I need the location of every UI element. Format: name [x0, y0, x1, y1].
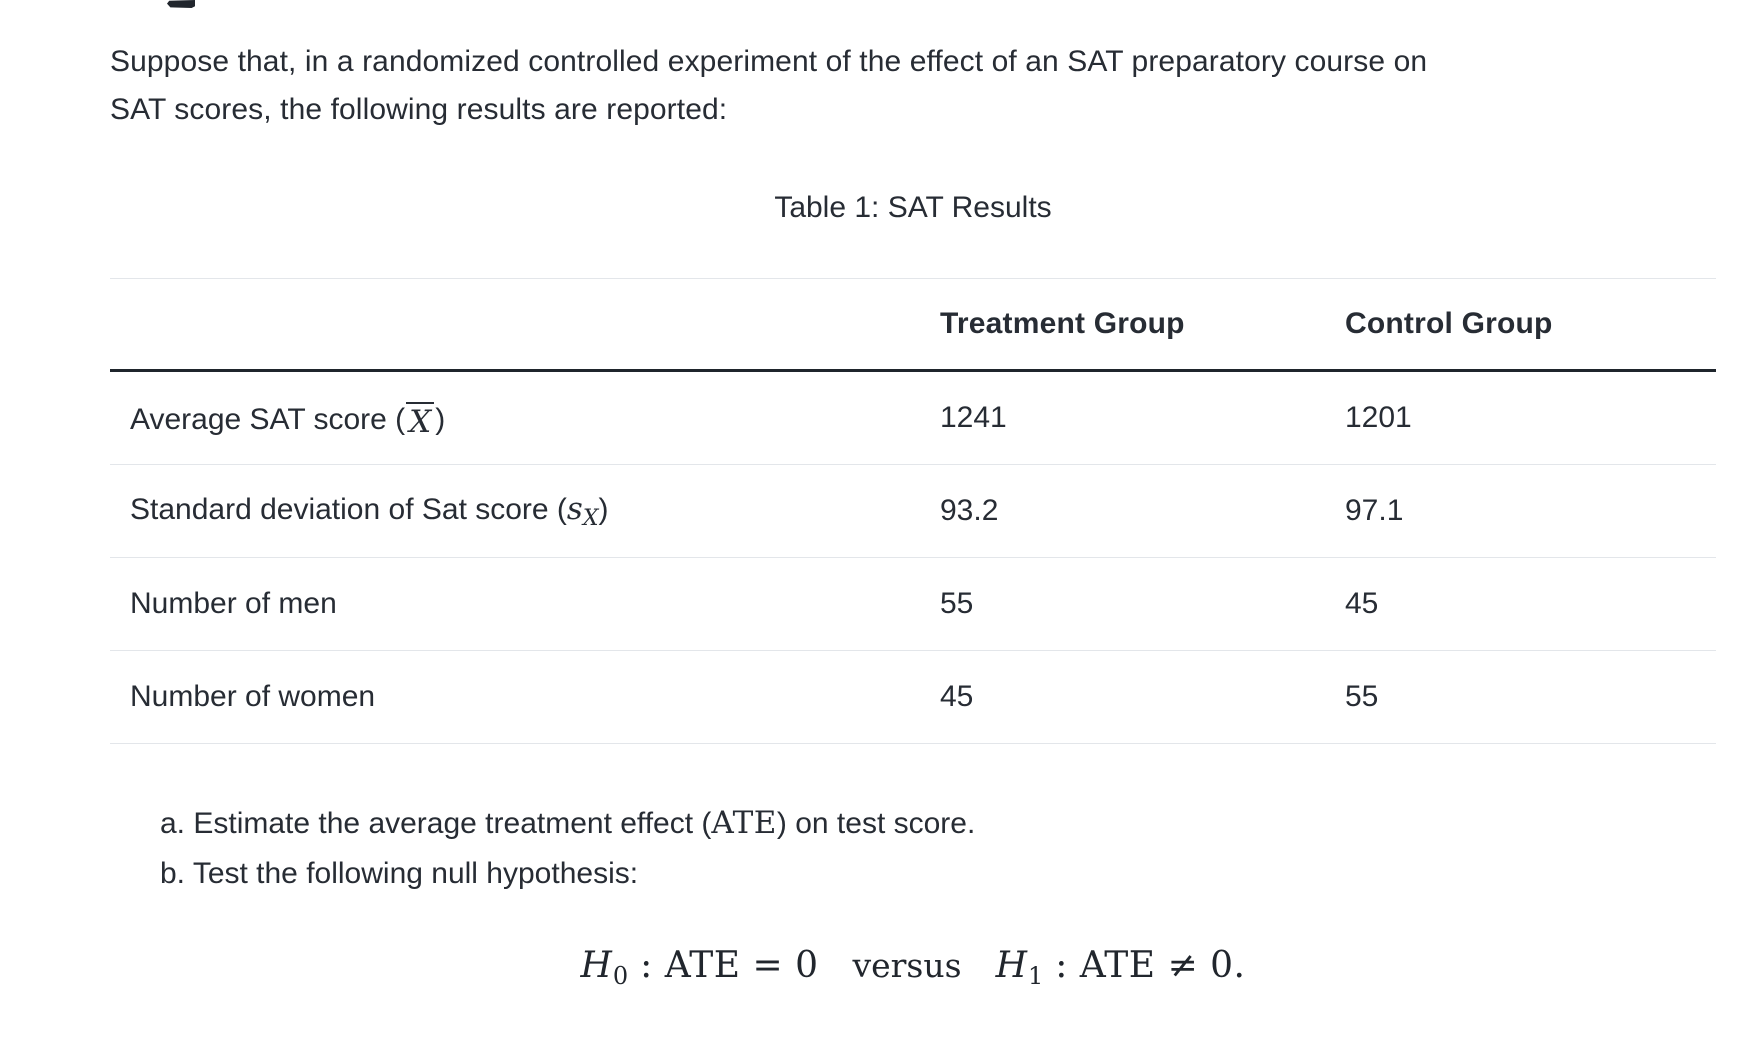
- header-control-group: Control Group: [1345, 307, 1553, 340]
- control-std-dev: 97.1: [1345, 494, 1404, 527]
- table-row: Number of women 45 55: [110, 651, 1716, 744]
- row-label-close-paren: ): [435, 403, 446, 436]
- math-h0-variable: H: [580, 945, 612, 986]
- problem-statement: Suppose that, in a randomized controlled…: [110, 38, 1710, 134]
- problem-statement-line2: SAT scores, the following results are re…: [110, 93, 728, 126]
- cropped-heading-fragment: [167, 0, 195, 8]
- problem-statement-line1: Suppose that, in a randomized controlled…: [110, 45, 1428, 78]
- table-header-row: Treatment Group Control Group: [110, 279, 1716, 372]
- math-xbar-symbol: X: [406, 402, 435, 438]
- table-row: Average SAT score (X) 1241 1201: [110, 372, 1716, 465]
- row-label-text: Standard deviation of Sat score (: [130, 493, 567, 526]
- math-h0-relation: : ATE = 0: [628, 945, 819, 986]
- row-label-number-of-women: Number of women: [130, 680, 376, 713]
- math-x-subscript: X: [582, 506, 599, 531]
- sat-results-table: Treatment Group Control Group Average SA…: [110, 278, 1716, 744]
- row-label-number-of-men: Number of men: [130, 587, 337, 620]
- row-label-close-paren: ): [598, 493, 609, 526]
- math-h0-subscript: 0: [612, 962, 629, 990]
- row-label-average-sat-score: Average SAT score (X): [110, 399, 940, 438]
- question-a: a. Estimate the average treatment effect…: [160, 798, 1660, 849]
- treatment-avg-score: 1241: [940, 401, 1007, 434]
- control-number-of-women: 55: [1345, 680, 1379, 713]
- question-a-text-end: ) on test score.: [776, 807, 976, 840]
- table-caption: Table 1: SAT Results: [774, 191, 1052, 224]
- question-b: b. Test the following null hypothesis:: [160, 849, 1660, 899]
- math-ate-symbol: ATE: [711, 805, 777, 841]
- header-treatment-group: Treatment Group: [940, 307, 1185, 340]
- control-number-of-men: 45: [1345, 587, 1379, 620]
- math-h1-variable: H: [995, 945, 1027, 986]
- math-h1-subscript: 1: [1027, 962, 1044, 990]
- control-avg-score: 1201: [1345, 401, 1412, 434]
- math-s-symbol: s: [566, 491, 583, 527]
- formula-versus-label: versus: [852, 946, 962, 985]
- question-list: a. Estimate the average treatment effect…: [160, 798, 1660, 899]
- table-row: Number of men 55 45: [110, 558, 1716, 651]
- row-label-std-dev: Standard deviation of Sat score (sX): [110, 491, 940, 531]
- row-label-text: Average SAT score (: [130, 403, 406, 436]
- table-row: Standard deviation of Sat score (sX) 93.…: [110, 465, 1716, 558]
- hypothesis-formula: H0 : ATE = 0 versus H1 : ATE ≠ 0.: [110, 938, 1716, 1004]
- treatment-number-of-women: 45: [940, 680, 974, 713]
- question-a-text: Estimate the average treatment effect (: [193, 807, 712, 840]
- question-b-marker: b.: [160, 857, 193, 890]
- question-a-marker: a.: [160, 807, 194, 840]
- treatment-number-of-men: 55: [940, 587, 974, 620]
- question-b-text: Test the following null hypothesis:: [192, 857, 639, 890]
- treatment-std-dev: 93.2: [940, 494, 999, 527]
- math-h1-relation: : ATE ≠ 0.: [1043, 945, 1246, 986]
